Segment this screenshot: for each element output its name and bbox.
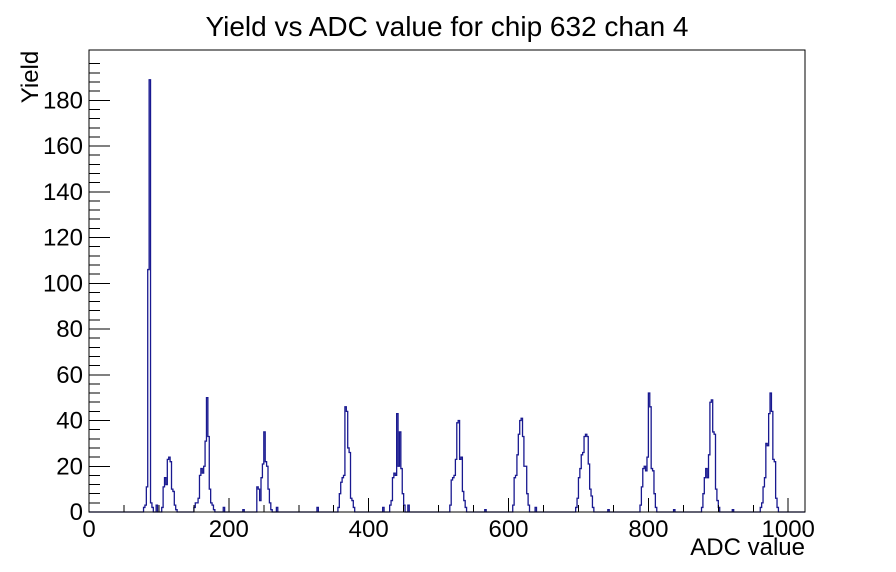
x-axis-title: ADC value (690, 534, 805, 561)
y-tick-label: 80 (56, 316, 83, 343)
y-tick-label: 160 (43, 133, 83, 160)
y-tick-label: 100 (43, 270, 83, 297)
y-axis-title: Yield (17, 51, 44, 103)
x-tick-label: 600 (488, 516, 528, 543)
x-tick-label: 800 (628, 516, 668, 543)
y-tick-label: 140 (43, 179, 83, 206)
y-tick-label: 40 (56, 408, 83, 435)
x-tick-label: 200 (209, 516, 249, 543)
y-tick-label: 120 (43, 225, 83, 252)
frame-rect (88, 49, 806, 513)
y-tick-label: 60 (56, 362, 83, 389)
histogram-line (89, 79, 805, 513)
plot-frame (88, 49, 806, 513)
y-tick-label: 20 (56, 453, 83, 480)
x-tick-label: 0 (82, 516, 95, 543)
axis-tick-labels: 0 200 400 600 800 1000 0 20 40 60 80 100 120 140 160 18… (43, 87, 815, 543)
chart-title: Yield vs ADC value for chip 632 chan 4 (205, 11, 688, 42)
axis-ticks (88, 63, 789, 513)
y-tick-label: 0 (70, 499, 83, 526)
x-tick-label: 400 (349, 516, 389, 543)
x-tick-label: 1000 (762, 516, 815, 543)
y-tick-label: 180 (43, 87, 83, 114)
